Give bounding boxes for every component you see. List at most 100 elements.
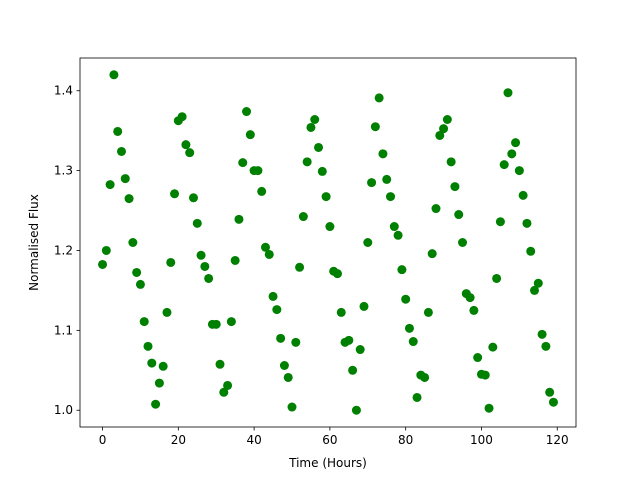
point — [458, 238, 468, 247]
x-tick-label: 60 — [322, 433, 337, 447]
point — [484, 403, 494, 413]
point — [374, 93, 384, 103]
point — [450, 182, 460, 192]
y-axis-label: Normalised Flux — [27, 194, 41, 291]
point — [408, 337, 418, 347]
x-axis-label: Time (Hours) — [288, 456, 367, 470]
point — [503, 88, 513, 98]
point — [310, 115, 320, 124]
point — [139, 317, 149, 327]
point — [359, 301, 369, 311]
point — [219, 387, 229, 397]
point — [435, 130, 445, 140]
point — [234, 214, 244, 224]
point — [332, 269, 342, 279]
point — [488, 342, 498, 352]
point — [188, 193, 198, 203]
point — [545, 387, 555, 397]
point — [151, 399, 161, 409]
point — [196, 250, 206, 260]
point — [465, 293, 475, 303]
point — [355, 345, 365, 355]
y-tick-label: 1.0 — [54, 403, 73, 417]
point — [143, 341, 153, 351]
point — [101, 245, 111, 255]
point — [514, 166, 524, 176]
point — [154, 378, 164, 388]
point — [120, 174, 130, 184]
point — [162, 307, 172, 317]
point — [128, 238, 138, 247]
point — [507, 149, 517, 159]
point — [268, 291, 278, 301]
point — [386, 192, 396, 202]
point — [287, 402, 297, 412]
point — [181, 140, 191, 150]
point — [113, 126, 123, 136]
point — [98, 259, 108, 269]
point — [522, 218, 532, 228]
point — [363, 238, 373, 247]
point — [276, 333, 286, 343]
point — [192, 218, 202, 228]
point — [382, 174, 392, 184]
point — [132, 267, 142, 277]
point — [446, 157, 456, 167]
point — [495, 217, 505, 227]
point — [442, 115, 452, 124]
point — [124, 194, 134, 204]
point — [226, 317, 236, 327]
point — [245, 130, 255, 140]
point — [499, 160, 509, 170]
point — [351, 405, 361, 415]
point — [367, 178, 377, 188]
x-tick-label: 120 — [546, 433, 569, 447]
point — [389, 222, 399, 232]
point — [541, 341, 551, 351]
point — [105, 180, 115, 190]
point — [257, 186, 267, 196]
point — [204, 273, 214, 283]
point — [321, 192, 331, 202]
point — [135, 279, 145, 289]
x-tick-label: 100 — [470, 433, 493, 447]
point — [420, 372, 430, 382]
point — [238, 158, 248, 168]
point — [469, 305, 479, 315]
point — [533, 278, 543, 288]
point — [325, 222, 335, 232]
point — [370, 122, 380, 132]
point — [423, 307, 433, 317]
x-tick-label: 80 — [398, 433, 413, 447]
point — [166, 257, 176, 267]
point — [230, 255, 240, 265]
point — [397, 265, 407, 275]
point — [518, 190, 528, 200]
point — [344, 335, 354, 345]
point — [147, 358, 157, 368]
point — [439, 124, 449, 134]
point — [492, 273, 502, 283]
point — [393, 230, 403, 240]
y-tick-label: 1.3 — [54, 164, 73, 178]
plot-frame — [79, 57, 577, 428]
point — [116, 146, 126, 156]
point — [404, 323, 414, 333]
point — [295, 262, 305, 272]
point — [548, 397, 558, 407]
point — [306, 122, 316, 132]
x-tick-label: 40 — [246, 433, 261, 447]
point — [412, 392, 422, 402]
x-tick-label: 20 — [171, 433, 186, 447]
point — [401, 294, 411, 304]
point — [223, 380, 233, 390]
point — [260, 242, 270, 252]
point — [336, 307, 346, 317]
point — [348, 365, 358, 375]
point — [427, 249, 437, 259]
point — [530, 285, 540, 295]
point — [177, 112, 187, 122]
y-tick-label: 1.1 — [54, 323, 73, 337]
